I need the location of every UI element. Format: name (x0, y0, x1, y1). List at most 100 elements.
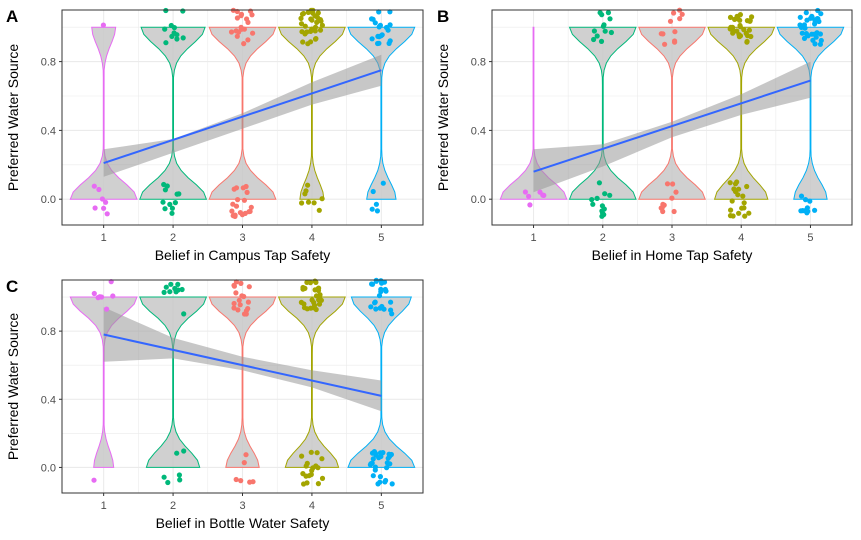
data-point (600, 23, 607, 29)
data-point (737, 12, 744, 18)
violin-5 (776, 26, 845, 200)
data-point (818, 37, 824, 44)
x-tick-label: 5 (378, 232, 384, 244)
data-point (812, 207, 818, 213)
data-point (804, 210, 810, 216)
data-point (242, 210, 248, 216)
data-point (298, 21, 305, 27)
data-point (319, 196, 325, 202)
panel-b: 0.0 0.4 0.8 1 2 3 4 5 Belief in Home Tap Safety P… (435, 7, 853, 263)
data-point (181, 311, 187, 317)
data-point (799, 30, 805, 36)
data-point (591, 36, 597, 43)
data-point (661, 202, 667, 208)
data-point (667, 18, 674, 24)
data-point (728, 207, 734, 213)
data-point (377, 450, 384, 456)
data-point (387, 22, 393, 28)
data-point (744, 183, 750, 190)
data-point (596, 180, 603, 186)
data-point (177, 477, 183, 483)
data-point (670, 181, 676, 187)
data-point (382, 479, 388, 485)
data-point (314, 19, 320, 25)
data-point (233, 476, 239, 483)
data-point (229, 208, 235, 214)
data-point (732, 16, 738, 22)
data-point (375, 481, 381, 487)
data-point (305, 41, 311, 47)
data-point (233, 279, 239, 285)
data-point (91, 477, 97, 483)
data-point (181, 448, 187, 454)
data-point (594, 33, 600, 39)
data-point (389, 311, 395, 317)
data-point (607, 192, 613, 198)
data-point (174, 191, 180, 197)
data-point (160, 199, 166, 205)
data-point (598, 38, 605, 45)
data-point (309, 17, 315, 23)
violin-1 (69, 26, 138, 200)
data-point (660, 208, 666, 215)
data-point (319, 456, 325, 462)
trend-line (103, 69, 382, 165)
data-point (317, 17, 323, 23)
data-point (317, 27, 324, 33)
y-tick-label: 0.4 (471, 125, 486, 137)
panel-tag: A (6, 7, 18, 26)
data-point (299, 29, 305, 35)
data-point (309, 26, 315, 32)
y-axis-title: Preferred Water Source (5, 313, 21, 461)
data-point (372, 300, 378, 306)
data-point (103, 199, 109, 205)
y-axis-title: Preferred Water Source (5, 44, 21, 192)
data-point (814, 30, 820, 36)
panel-a: 0.0 0.4 0.8 1 2 3 4 5 Belief in Campus Tap Safet… (5, 7, 424, 263)
violin-5 (347, 296, 416, 468)
data-point (313, 279, 319, 285)
data-point (807, 198, 813, 204)
data-point (737, 22, 743, 29)
data-point (373, 306, 379, 312)
x-tick-label: 1 (101, 500, 107, 512)
data-point (377, 474, 383, 480)
data-point (169, 210, 175, 216)
data-point (369, 281, 376, 287)
data-point (312, 302, 318, 308)
data-point (300, 284, 306, 291)
data-point (100, 22, 106, 28)
data-point (233, 290, 239, 296)
data-point (727, 180, 733, 186)
data-point (99, 196, 105, 202)
data-point (91, 183, 97, 189)
data-point (741, 205, 747, 211)
x-tick-label: 4 (738, 232, 744, 244)
data-point (167, 289, 173, 295)
data-point (238, 478, 244, 484)
x-tick-label: 5 (807, 232, 813, 244)
y-tick-label: 0.0 (471, 194, 486, 206)
data-point (541, 192, 547, 198)
data-point (241, 41, 247, 47)
data-point (607, 16, 613, 22)
x-tick-label: 3 (239, 232, 245, 244)
data-point (809, 31, 815, 37)
data-point (370, 456, 376, 462)
data-point (372, 464, 378, 470)
data-point (237, 210, 243, 216)
y-tick-label: 0.4 (41, 125, 56, 137)
data-point (386, 40, 392, 47)
data-point (308, 305, 314, 311)
violin-5 (347, 26, 416, 200)
data-point (601, 206, 607, 212)
data-point (370, 188, 376, 195)
data-point (171, 30, 177, 36)
data-point (235, 197, 241, 203)
trend-line (533, 79, 811, 173)
data-point (385, 455, 391, 461)
violin-4 (277, 26, 346, 200)
data-point (319, 475, 326, 481)
data-point (736, 210, 742, 216)
